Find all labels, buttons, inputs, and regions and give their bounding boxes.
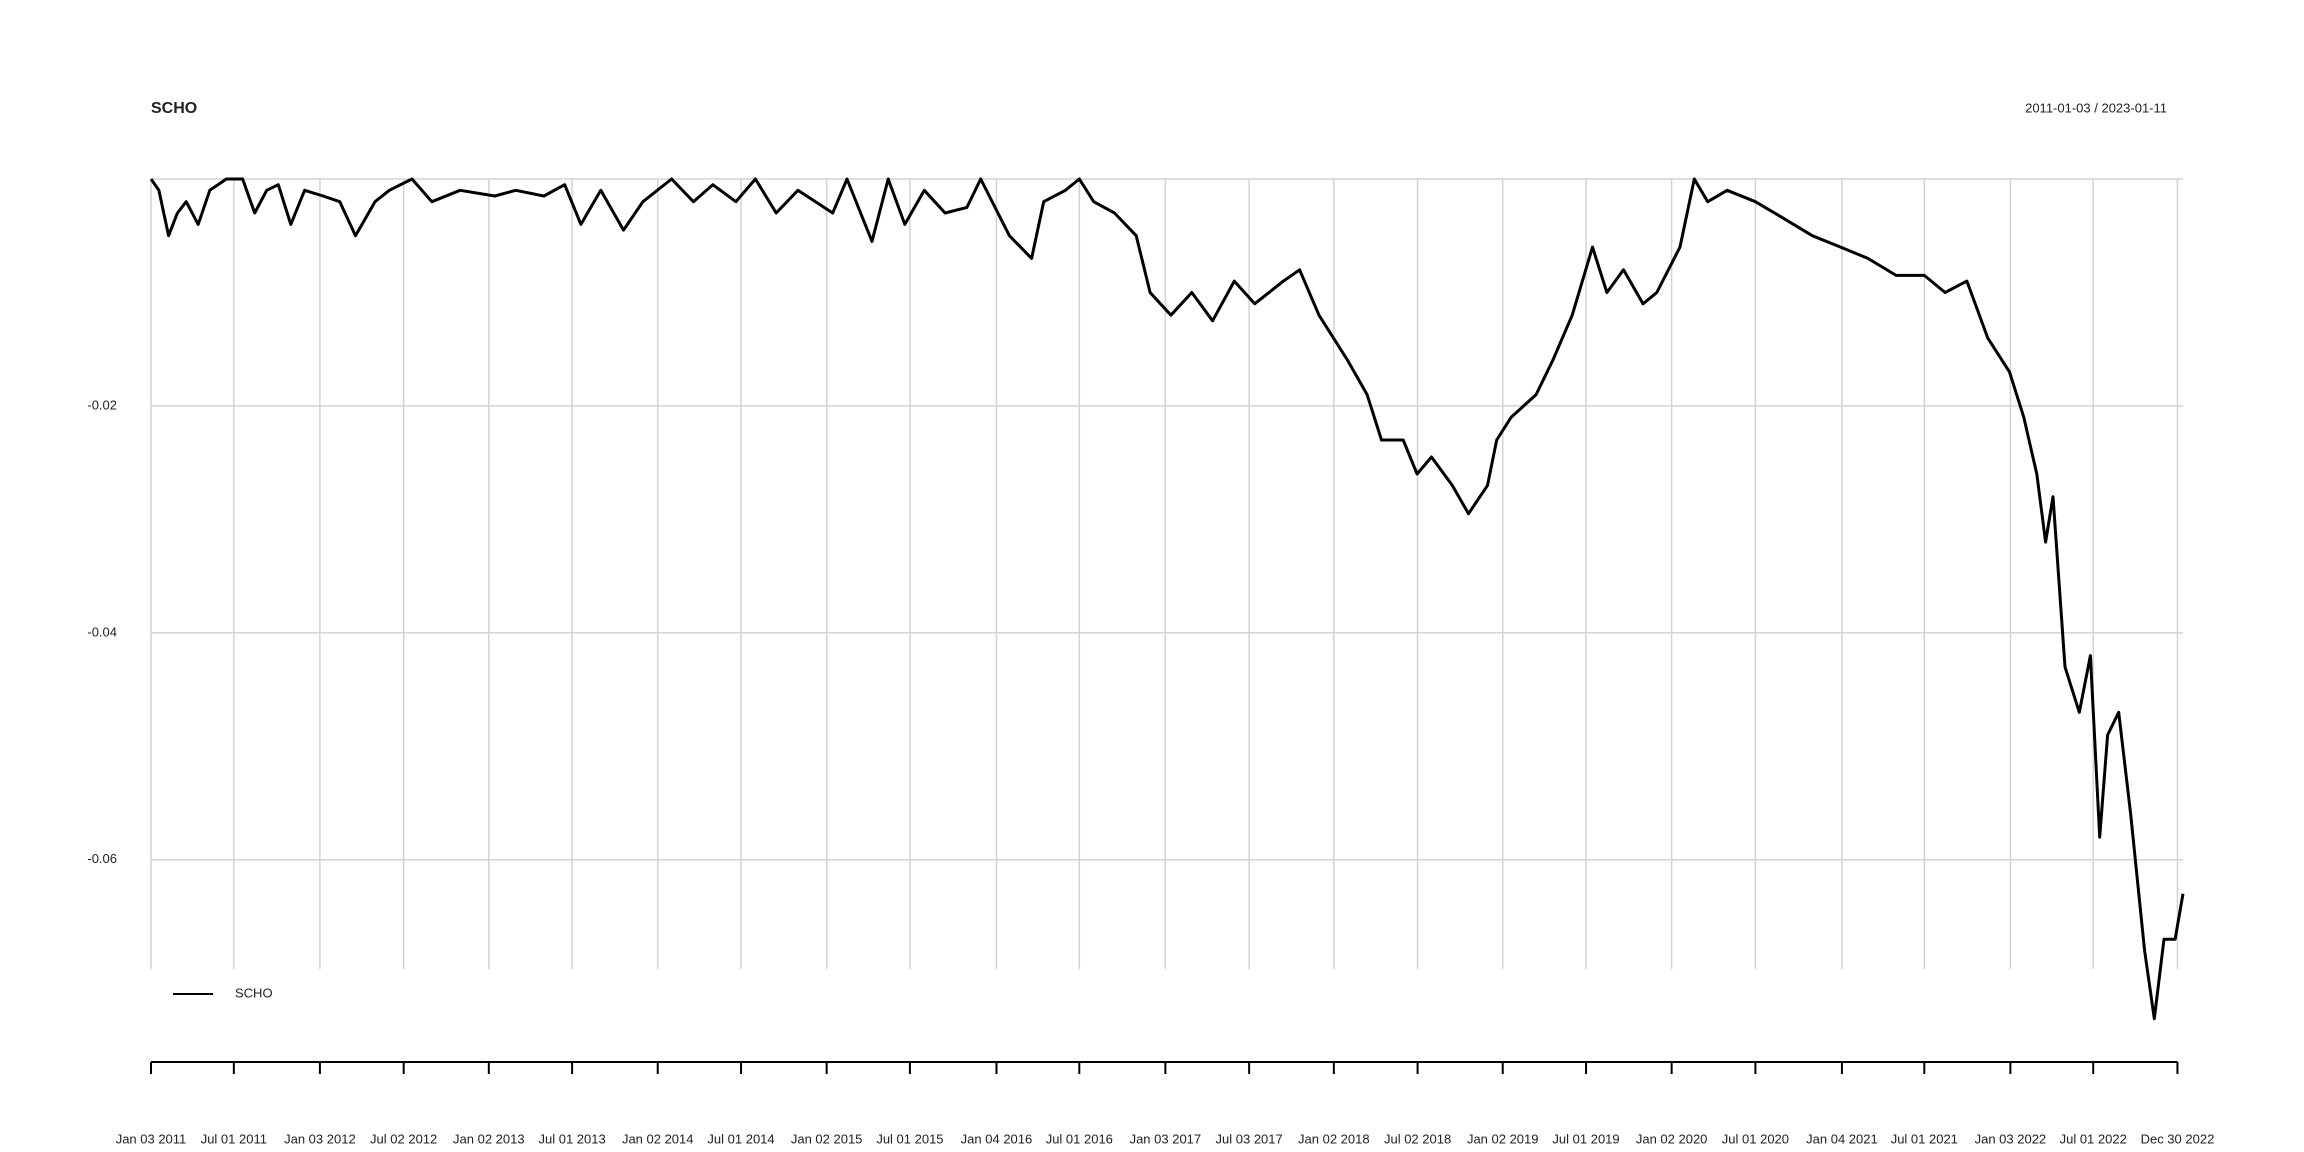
x-tick-label: Jul 01 2016 <box>1046 1131 1113 1146</box>
x-tick-label: Jan 03 2017 <box>1130 1131 1202 1146</box>
x-tick-label: Jul 01 2011 <box>201 1131 267 1146</box>
x-tick-label: Jul 01 2021 <box>1891 1131 1958 1146</box>
x-tick-label: Dec 30 2022 <box>2141 1131 2215 1146</box>
legend-label: SCHO <box>235 985 273 1000</box>
x-tick-label: Jan 02 2015 <box>791 1131 863 1146</box>
x-tick-label: Jan 02 2013 <box>453 1131 525 1146</box>
chart-subtitle: 2011-01-03 / 2023-01-11 <box>2025 100 2167 115</box>
x-tick-label: Jul 01 2014 <box>707 1131 774 1146</box>
x-tick-label: Jan 03 2022 <box>1975 1131 2047 1146</box>
x-tick-label: Jul 01 2013 <box>538 1131 605 1146</box>
x-tick-label: Jan 04 2021 <box>1806 1131 1878 1146</box>
x-tick-label: Jan 02 2019 <box>1467 1131 1539 1146</box>
y-tick-label: -0.04 <box>87 624 117 639</box>
x-tick-label: Jan 02 2018 <box>1298 1131 1370 1146</box>
series-line <box>149 177 2185 1021</box>
x-tick-label: Jul 01 2022 <box>2060 1131 2127 1146</box>
x-tick-label: Jul 03 2017 <box>1216 1131 1283 1146</box>
x-tick-label: Jul 01 2015 <box>876 1131 943 1146</box>
y-tick-label: -0.06 <box>87 851 117 866</box>
x-tick-label: Jul 02 2012 <box>370 1131 437 1146</box>
x-tick-label: Jan 02 2020 <box>1636 1131 1708 1146</box>
x-tick-label: Jan 02 2014 <box>622 1131 694 1146</box>
chart-title: SCHO <box>151 100 197 117</box>
x-tick-label: Jul 01 2019 <box>1552 1131 1619 1146</box>
x-tick-label: Jan 03 2012 <box>284 1131 356 1146</box>
y-tick-label: -0.02 <box>87 397 117 412</box>
x-tick-label: Jul 02 2018 <box>1384 1131 1451 1146</box>
x-tick-label: Jul 01 2020 <box>1722 1131 1789 1146</box>
x-tick-label: Jan 04 2016 <box>961 1131 1033 1146</box>
x-tick-label: Jan 03 2011 <box>116 1131 187 1146</box>
